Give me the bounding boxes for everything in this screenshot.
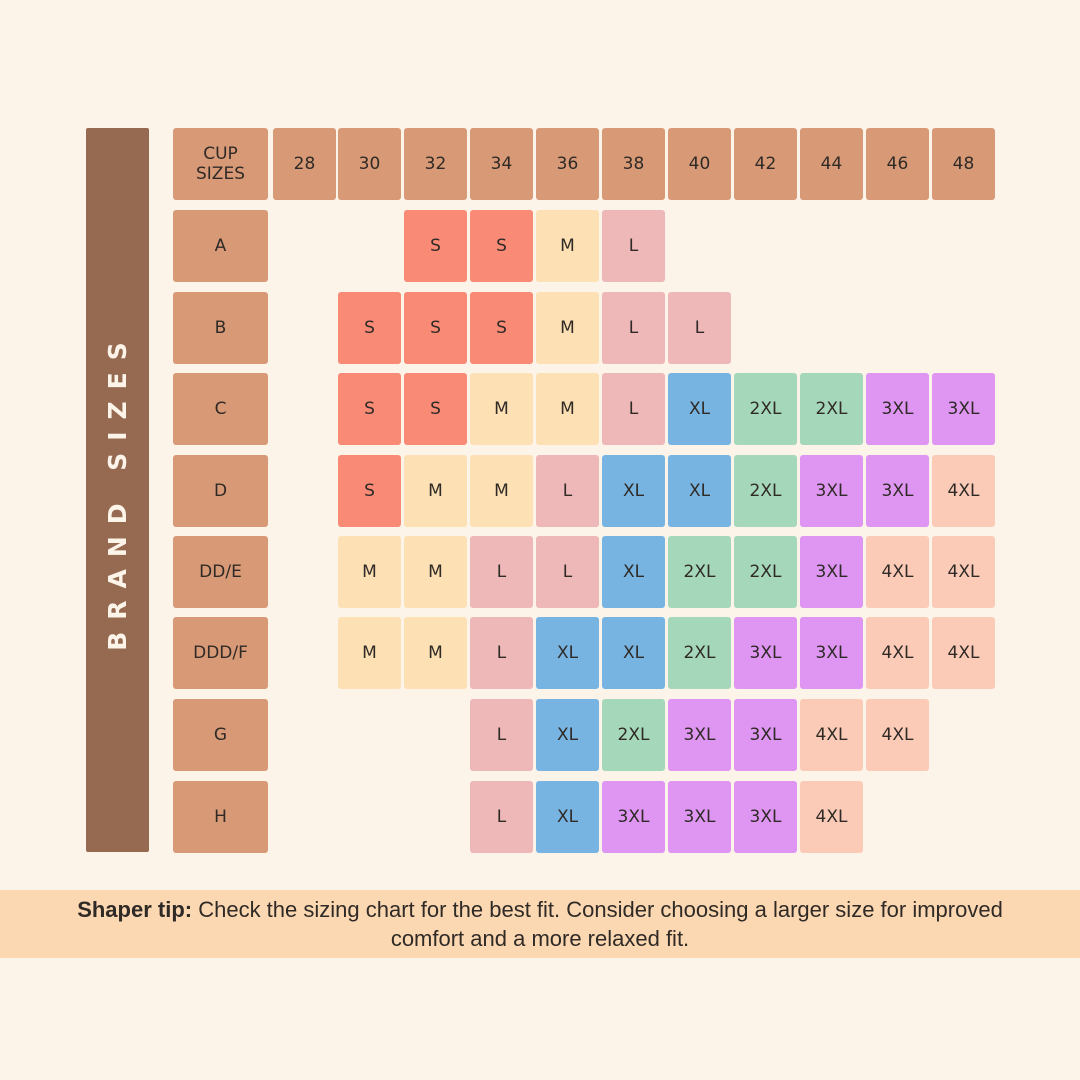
size-cell: 3XL xyxy=(734,781,797,853)
size-cell: XL xyxy=(602,617,665,689)
size-cell: 2XL xyxy=(668,536,731,608)
cup-size-label: G xyxy=(173,699,268,771)
size-cell: 2XL xyxy=(734,455,797,527)
size-cell: M xyxy=(470,373,533,445)
size-cell: L xyxy=(602,210,665,282)
band-size-header: 34 xyxy=(470,128,533,200)
size-cell: L xyxy=(668,292,731,364)
size-cell: 4XL xyxy=(932,617,995,689)
size-cell: 3XL xyxy=(866,455,929,527)
size-cell: XL xyxy=(602,536,665,608)
cup-sizes-header: CUP SIZES xyxy=(173,128,268,200)
band-size-header: 48 xyxy=(932,128,995,200)
size-cell: M xyxy=(404,455,467,527)
cup-sizes-header-text: CUP SIZES xyxy=(196,144,245,184)
size-cell: 4XL xyxy=(932,455,995,527)
band-size-header: 46 xyxy=(866,128,929,200)
size-cell: S xyxy=(404,292,467,364)
band-size-header: 28 xyxy=(273,128,336,200)
size-cell: L xyxy=(470,781,533,853)
size-cell: 4XL xyxy=(866,617,929,689)
size-cell: XL xyxy=(536,617,599,689)
size-cell: L xyxy=(602,373,665,445)
band-size-header: 42 xyxy=(734,128,797,200)
size-cell: 2XL xyxy=(800,373,863,445)
shaper-tip-text: Shaper tip: Check the sizing chart for t… xyxy=(50,895,1030,953)
size-cell: S xyxy=(404,373,467,445)
band-size-header: 38 xyxy=(602,128,665,200)
size-cell: L xyxy=(470,617,533,689)
cup-size-label: B xyxy=(173,292,268,364)
size-cell: 4XL xyxy=(800,781,863,853)
band-size-header: 36 xyxy=(536,128,599,200)
cup-size-label: DD/E xyxy=(173,536,268,608)
size-cell: XL xyxy=(536,699,599,771)
size-cell: L xyxy=(536,536,599,608)
size-cell: M xyxy=(470,455,533,527)
size-cell: 2XL xyxy=(734,373,797,445)
shaper-tip-banner: Shaper tip: Check the sizing chart for t… xyxy=(0,890,1080,958)
cup-size-label: C xyxy=(173,373,268,445)
size-cell: S xyxy=(470,292,533,364)
size-cell: L xyxy=(470,536,533,608)
size-cell: 2XL xyxy=(602,699,665,771)
size-cell: S xyxy=(470,210,533,282)
size-cell: 3XL xyxy=(734,617,797,689)
size-cell: 4XL xyxy=(932,536,995,608)
cup-size-label: H xyxy=(173,781,268,853)
size-cell: M xyxy=(536,292,599,364)
size-cell: L xyxy=(536,455,599,527)
size-cell: 4XL xyxy=(800,699,863,771)
size-cell: 3XL xyxy=(602,781,665,853)
size-cell: 3XL xyxy=(932,373,995,445)
size-cell: 3XL xyxy=(800,536,863,608)
size-cell: L xyxy=(470,699,533,771)
size-cell: 3XL xyxy=(866,373,929,445)
size-cell: 2XL xyxy=(668,617,731,689)
size-cell: L xyxy=(602,292,665,364)
shaper-tip-body: Check the sizing chart for the best fit.… xyxy=(192,897,1003,951)
size-cell: 2XL xyxy=(734,536,797,608)
size-cell: 3XL xyxy=(800,455,863,527)
size-cell: XL xyxy=(668,373,731,445)
cup-size-label: DDD/F xyxy=(173,617,268,689)
size-cell: M xyxy=(338,617,401,689)
size-cell: 4XL xyxy=(866,536,929,608)
size-cell: S xyxy=(338,292,401,364)
cup-size-label: A xyxy=(173,210,268,282)
band-size-header: 32 xyxy=(404,128,467,200)
shaper-tip-label: Shaper tip: xyxy=(77,897,193,922)
band-size-header: 44 xyxy=(800,128,863,200)
size-cell: M xyxy=(404,536,467,608)
size-cell: M xyxy=(536,373,599,445)
size-cell: M xyxy=(536,210,599,282)
brand-sizes-label-bar: BRAND SIZES xyxy=(86,128,149,852)
size-cell: 3XL xyxy=(668,781,731,853)
size-cell: S xyxy=(338,373,401,445)
brand-sizes-label: BRAND SIZES xyxy=(103,329,132,651)
size-cell: 3XL xyxy=(668,699,731,771)
size-cell: 3XL xyxy=(734,699,797,771)
size-cell: XL xyxy=(602,455,665,527)
band-size-header: 40 xyxy=(668,128,731,200)
size-cell: 4XL xyxy=(866,699,929,771)
size-cell: XL xyxy=(536,781,599,853)
size-cell: M xyxy=(404,617,467,689)
size-cell: M xyxy=(338,536,401,608)
size-cell: S xyxy=(404,210,467,282)
size-cell: 3XL xyxy=(800,617,863,689)
band-size-header: 30 xyxy=(338,128,401,200)
cup-size-label: D xyxy=(173,455,268,527)
size-cell: S xyxy=(338,455,401,527)
size-cell: XL xyxy=(668,455,731,527)
